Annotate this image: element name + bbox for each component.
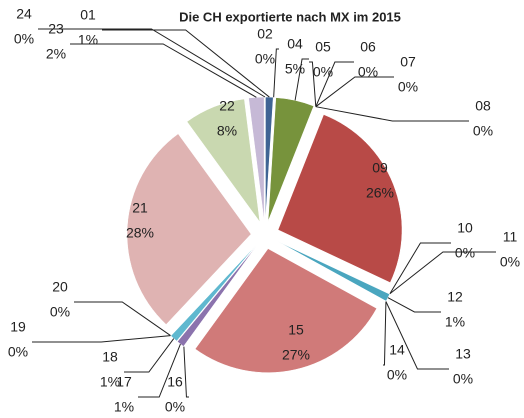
pie-slice [183,246,257,347]
leader-line [315,61,354,107]
pie-slice [177,245,257,347]
slice-category-label: 04 [287,36,303,52]
slice-value-label: 0% [398,79,418,95]
slice-category-label: 20 [52,279,68,295]
slice-value-label: 8% [217,123,237,139]
leader-line [124,338,175,373]
slice-category-label: 13 [455,346,471,362]
leader-line [315,106,469,122]
slice-value-label: 0% [255,51,275,67]
slice-value-label: 0% [358,64,378,80]
slice-category-label: 12 [447,289,463,305]
leader-line [389,242,451,295]
leader-line [387,297,441,313]
slice-value-label: 28% [126,225,154,241]
slice-value-label: 2% [46,46,66,62]
leader-line [294,58,309,101]
slice-value-label: 1% [114,399,134,415]
slice-value-label: 0% [50,304,70,320]
pie-slice [267,97,315,222]
leader-line [315,76,394,108]
slice-category-label: 09 [372,160,388,176]
pie-slice [277,241,391,302]
pie-slice [269,106,317,223]
leader-line [38,28,266,98]
slice-category-label: 02 [257,26,273,42]
slice-category-label: 14 [389,342,405,358]
slice-category-label: 07 [400,54,416,70]
pie-slice [277,114,403,283]
slice-value-label: 0% [8,344,28,360]
slice-value-label: 0% [455,245,475,261]
slice-category-label: 17 [116,374,132,390]
slice-category-label: 08 [475,98,491,114]
slice-value-label: 27% [282,347,310,363]
slice-value-label: 0% [473,123,493,139]
slice-category-label: 22 [219,98,235,114]
slice-value-label: 1% [445,314,465,330]
slice-value-label: 5% [285,61,305,77]
pie-slice [126,133,252,325]
leader-line [70,43,257,98]
leader-line [138,343,181,398]
slice-category-label: 16 [167,374,183,390]
slice-category-label: 15 [288,322,304,338]
slice-category-label: 19 [10,319,26,335]
pie-slice [170,245,256,336]
slice-category-label: 18 [102,349,118,365]
leader-line [383,301,387,366]
pie-slice [194,248,378,373]
slice-category-label: 06 [360,39,376,55]
slice-category-label: 21 [132,200,148,216]
slice-category-label: 11 [503,229,518,245]
pie-slice [186,98,261,223]
slice-value-label: 1% [78,32,98,48]
leader-line [32,335,171,343]
leader-line [389,251,496,295]
slice-value-label: 0% [453,371,473,387]
slice-category-label: 01 [80,7,96,23]
leader-line [309,61,317,107]
leader-line [74,301,171,337]
leader-line [385,301,449,370]
slice-value-label: 0% [165,399,185,415]
slice-category-label: 24 [16,6,32,22]
slice-value-label: 0% [387,367,407,383]
slice-value-label: 26% [366,185,394,201]
leader-line [183,346,189,398]
slice-value-label: 1% [100,374,120,390]
pie-slice [265,96,274,222]
slice-value-label: 0% [14,31,34,47]
slice-category-label: 05 [315,39,331,55]
slice-value-label: 0% [500,254,520,270]
slice-category-label: 10 [457,220,473,236]
leader-line [273,48,279,98]
leader-line [102,29,270,98]
slice-value-label: 0% [313,64,333,80]
chart-title: Die CH exportierte nach MX im 2015 [179,9,401,24]
